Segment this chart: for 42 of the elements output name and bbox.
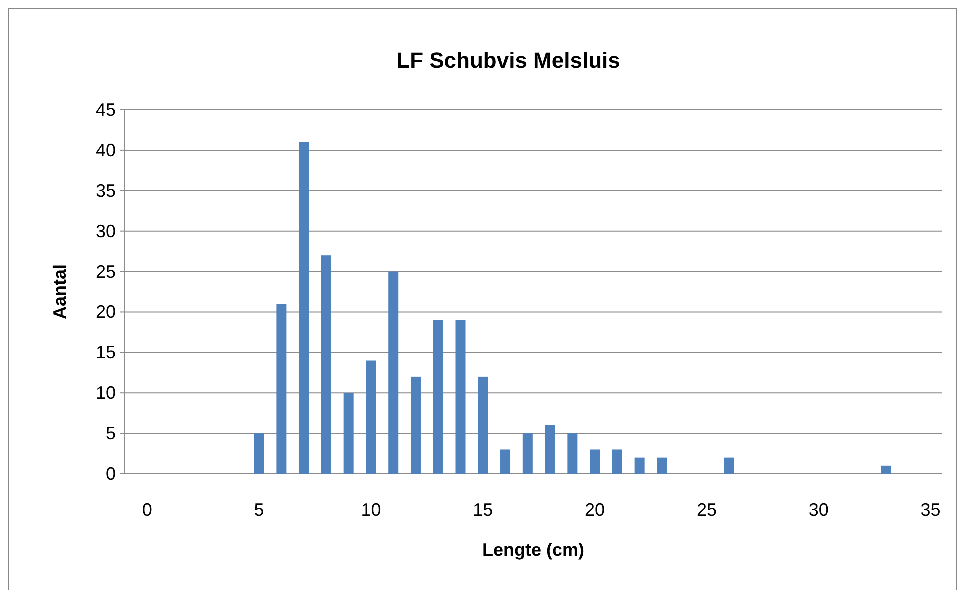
y-tick-label: 40 [96, 140, 116, 160]
x-axis-title: Lengte (cm) [482, 540, 585, 560]
y-tick-label: 5 [106, 424, 116, 444]
y-tick-label: 10 [96, 383, 116, 404]
bar [254, 434, 264, 474]
bar [321, 256, 332, 474]
y-tick-label: 15 [96, 342, 116, 363]
bar [344, 393, 354, 474]
bar [657, 458, 668, 474]
chart-title: LF Schubvis Melsluis [396, 48, 620, 73]
bar [299, 142, 310, 474]
bar [433, 320, 444, 474]
bar [568, 434, 578, 474]
x-tick-label: 25 [696, 500, 717, 520]
bar [881, 466, 892, 474]
y-tick-label: 45 [96, 100, 116, 120]
bar [522, 434, 533, 474]
bar [410, 376, 421, 474]
bar [456, 320, 466, 474]
x-tick-label: 20 [585, 500, 606, 520]
bar [366, 360, 376, 474]
y-tick-label: 0 [106, 464, 116, 484]
bar [276, 304, 287, 474]
bar [634, 458, 645, 474]
y-tick-label: 30 [96, 221, 116, 242]
x-tick-label: 10 [361, 500, 382, 520]
x-tick-label: 0 [142, 500, 152, 520]
x-tick-label: 30 [808, 500, 829, 520]
y-tick-label: 25 [96, 262, 116, 282]
bar [724, 458, 734, 474]
x-tick-label: 35 [920, 500, 941, 520]
bar [590, 450, 600, 474]
y-tick-label: 35 [96, 180, 116, 201]
bar [388, 272, 399, 474]
y-tick-label: 20 [96, 302, 116, 322]
bar [612, 450, 622, 474]
x-tick-label: 5 [254, 500, 264, 520]
bar [500, 450, 511, 474]
bar [545, 425, 556, 474]
bar [478, 376, 488, 474]
x-tick-label: 15 [473, 500, 494, 520]
y-axis-title: Aantal [50, 264, 70, 320]
